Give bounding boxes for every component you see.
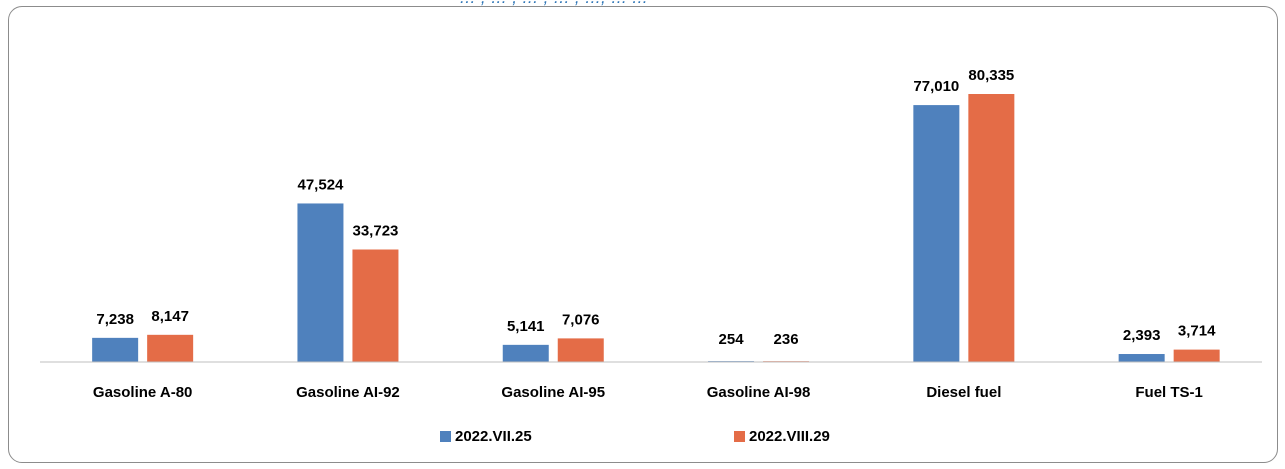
legend-item-series-2: 2022.VIII.29	[734, 428, 830, 445]
data-label-1-5: 77,010	[913, 78, 959, 95]
legend-label-series-1: 2022.VII.25	[455, 428, 532, 445]
bar-2-2	[352, 249, 399, 362]
data-label-2-4: 236	[774, 331, 799, 348]
bar-2-6	[1173, 349, 1220, 362]
bar-1-2	[297, 203, 344, 362]
data-label-2-6: 3,714	[1178, 323, 1216, 340]
data-label-2-3: 7,076	[562, 311, 600, 328]
legend-swatch-series-1	[440, 431, 451, 442]
x-tick-label-1: Gasoline A-80	[93, 384, 192, 401]
legend-item-series-1: 2022.VII.25	[440, 428, 532, 445]
chart-title-fragment: ... , ... , ... , ... , ..., ... ...	[0, 0, 1285, 8]
bar-1-1	[92, 337, 139, 362]
data-label-1-2: 47,524	[298, 176, 345, 193]
x-tick-label-4: Gasoline AI-98	[707, 384, 811, 401]
bar-2-3	[557, 338, 604, 362]
x-tick-label-5: Diesel fuel	[926, 384, 1001, 401]
legend: 2022.VII.25 2022.VIII.29	[0, 428, 1285, 448]
data-label-1-1: 7,238	[96, 311, 134, 328]
x-tick-label-3: Gasoline AI-95	[501, 384, 605, 401]
data-label-2-2: 33,723	[353, 222, 399, 239]
bar-1-3	[502, 344, 549, 362]
chart-frame	[8, 6, 1278, 463]
data-label-2-5: 80,335	[968, 67, 1014, 84]
bar-2-5	[968, 94, 1015, 362]
bar-1-6	[1118, 354, 1165, 362]
data-label-2-1: 8,147	[151, 308, 189, 325]
legend-swatch-series-2	[734, 431, 745, 442]
bar-1-5	[913, 105, 960, 363]
bar-2-1	[147, 334, 194, 362]
data-label-1-3: 5,141	[507, 318, 545, 335]
data-label-1-6: 2,393	[1123, 327, 1161, 344]
legend-label-series-2: 2022.VIII.29	[749, 428, 830, 445]
data-label-1-4: 254	[719, 331, 745, 348]
x-tick-label-6: Fuel TS-1	[1135, 384, 1203, 401]
x-tick-label-2: Gasoline AI-92	[296, 384, 400, 401]
